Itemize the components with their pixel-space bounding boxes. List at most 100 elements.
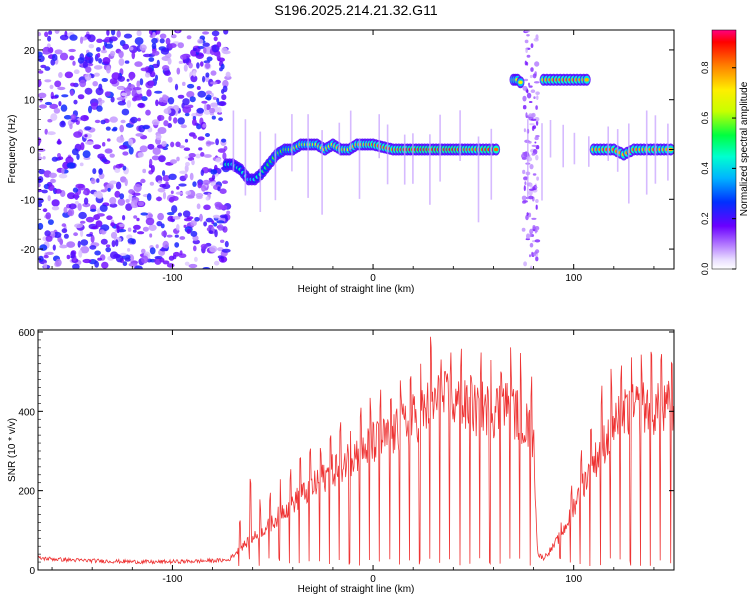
noise-speckle [213,222,218,227]
noise-speckle [82,150,91,159]
noise-speckle [148,213,153,218]
noise-speckle [92,144,102,150]
noise-speckle [73,131,83,138]
noise-speckle [87,63,94,67]
noise-speckle [109,197,117,205]
ridge-streak [654,115,657,184]
ridge-streak [291,114,293,172]
noise-speckle [527,82,531,87]
noise-speckle [139,44,147,51]
noise-speckle [176,67,181,75]
noise-speckle [109,203,118,208]
noise-speckle [142,125,150,130]
noise-speckle [222,152,227,160]
noise-speckle [61,223,67,227]
noise-speckle [154,257,162,265]
noise-speckle [97,192,104,199]
ridge-streak [232,110,235,172]
noise-speckle [149,158,153,167]
noise-speckle [535,105,538,110]
noise-speckle [210,70,217,76]
noise-speckle [203,221,208,227]
noise-speckle [178,183,187,187]
noise-speckle [173,117,178,124]
noise-speckle [196,203,201,210]
noise-speckle [218,101,227,107]
noise-speckle [85,141,94,145]
noise-speckle [111,30,116,36]
noise-speckle [176,156,180,162]
noise-speckle [137,152,144,158]
noise-speckle [137,117,141,122]
noise-speckle [67,192,76,200]
noise-speckle [159,33,167,39]
noise-speckle [119,124,124,133]
noise-speckle [61,228,68,234]
noise-speckle [202,179,211,185]
noise-speckle [42,156,46,160]
noise-speckle [38,31,42,37]
noise-speckle [222,226,228,233]
y-tick-label: 0 [29,566,35,577]
noise-speckle [79,36,84,44]
noise-speckle [57,86,66,91]
noise-speckle [159,38,165,44]
noise-speckle [184,138,189,143]
noise-speckle [151,155,160,161]
noise-speckle [195,193,204,198]
noise-speckle [128,189,135,195]
spectrogram-y-label: Frequency (Hz) [7,115,18,184]
colorbar: 0.0 0.2 0.4 0.6 0.8 Normalized spectral ampl… [700,29,750,276]
noise-speckle [106,65,111,74]
noise-speckle [205,217,213,223]
noise-speckle [96,47,101,52]
noise-speckle [165,181,169,186]
noise-speckle [132,87,142,91]
noise-speckle [122,151,129,156]
colorbar-tick-label: 0.0 [700,263,710,276]
noise-speckle [90,208,97,212]
noise-speckle [528,195,534,200]
noise-speckle [80,142,85,151]
noise-speckle [211,115,216,120]
noise-speckle [146,193,152,201]
noise-speckle [530,43,534,48]
noise-speckle [84,134,88,138]
noise-speckle [206,94,212,101]
noise-speckle [116,136,125,143]
noise-speckle [70,114,77,120]
noise-speckle [162,260,170,265]
noise-speckle [214,260,220,266]
noise-speckle [50,113,58,121]
noise-speckle [67,210,73,216]
noise-speckle [79,220,86,224]
frequency-ridge-layer [222,73,674,223]
noise-speckle [198,147,203,151]
noise-speckle [118,223,125,227]
snr-panel: -100 0 100 0 200 400 600 Height of straight l… [7,328,675,595]
noise-speckle [69,34,78,41]
noise-speckle [523,78,529,82]
noise-speckle [137,231,145,235]
noise-speckle [136,80,140,89]
noise-speckle [166,234,173,238]
noise-speckle [532,125,537,129]
noise-speckle [133,184,142,192]
noise-speckle [63,233,69,239]
noise-speckle [104,148,113,154]
noise-speckle [80,246,90,254]
noise-speckle [221,89,225,94]
noise-speckle [123,33,133,39]
noise-speckle [44,66,51,71]
noise-speckle [176,224,180,231]
noise-speckle [213,36,218,42]
noise-speckle [189,172,194,181]
noise-speckle [535,91,540,95]
noise-speckle [38,55,45,63]
noise-speckle [128,194,133,201]
ridge-streak [607,126,609,161]
noise-speckle [126,78,130,82]
noise-speckle [88,105,92,114]
y-tick-label: 400 [18,407,35,418]
noise-speckle [66,162,76,169]
